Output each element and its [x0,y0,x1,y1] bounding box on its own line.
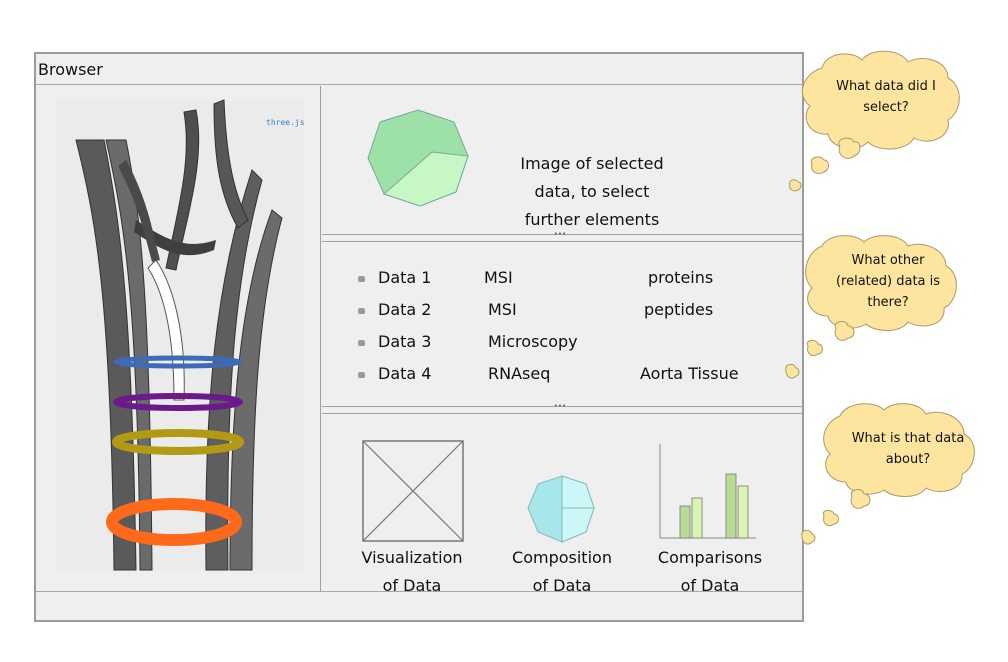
data-list-panel: Data 1 MSI proteins Data 2 MSI peptides … [322,242,802,404]
thought-bubble-1-line-1: What data did I [836,79,936,94]
thought-bubble-1: What data did I select? [820,76,952,118]
title-bar-divider [36,84,802,85]
data-name: Data 4 [378,364,432,383]
bullet-icon [358,276,365,282]
thought-bubble-graphic-1 [789,50,960,192]
list-item[interactable]: Data 3 Microscopy [358,332,798,356]
list-item[interactable]: Data 4 RNAseq Aorta Tissue [358,364,798,388]
horizontal-splitter-1[interactable]: ••• [322,230,804,242]
data-description: Aorta Tissue [640,364,739,383]
comparisons-caption-line-2: of Data [680,576,740,595]
aorta-3d-render[interactable]: three.js [56,99,305,571]
comparison-bars-icon[interactable] [658,444,758,540]
thought-bubble-3: What is that data about? [832,428,984,470]
data-name: Data 2 [378,300,432,319]
selection-panel: Image of selected data, to select furthe… [322,86,802,236]
thought-bubble-3-line-2: about? [885,452,931,467]
selection-description-line-2: data, to select [534,182,650,201]
threejs-label: three.js [266,118,305,127]
selection-pie-chart[interactable] [366,106,476,207]
data-name: Data 3 [378,332,432,351]
data-type: MSI [488,300,517,319]
visualization-placeholder-icon[interactable] [362,440,464,542]
thought-bubble-2-line-1: What other [851,253,925,268]
data-name: Data 1 [378,268,432,287]
views-panel: Visualization of Data Composition of Dat… [322,414,802,595]
visualization-caption: Visualization of Data [342,544,482,600]
browser-window: Browser three.js [34,52,804,622]
thought-bubble-graphic-2 [785,235,957,379]
data-type: Microscopy [488,332,578,351]
vertical-splitter[interactable] [320,86,321,592]
data-type: RNAseq [488,364,551,383]
data-description: peptides [644,300,714,319]
thought-bubble-1-line-2: select? [863,100,909,115]
splitter-grip-icon[interactable]: ••• [553,402,567,410]
comparisons-caption: Comparisons of Data [640,544,780,600]
splitter-grip-icon[interactable]: ••• [553,230,567,238]
visualization-caption-line-2: of Data [382,576,442,595]
selection-description: Image of selected data, to select furthe… [492,150,692,234]
composition-caption-line-1: Composition [512,548,612,567]
data-type: MSI [484,268,513,287]
composition-chart-icon[interactable] [526,474,596,544]
horizontal-splitter-2[interactable]: ••• [322,402,804,414]
composition-caption: Composition of Data [492,544,632,600]
thought-bubble-3-line-1: What is that data [851,431,965,446]
viewer-pane: three.js [38,88,318,582]
list-item[interactable]: Data 2 MSI peptides [358,300,798,324]
selection-description-line-1: Image of selected [520,154,664,173]
thought-bubble-2: What other (related) data is there? [818,250,958,313]
bullet-icon [358,308,365,314]
bullet-icon [358,372,365,378]
data-description: proteins [648,268,714,287]
thought-bubble-2-line-2: (related) data is [835,274,941,289]
thought-bubble-2-line-3: there? [867,295,909,310]
aorta-model-graphic [75,99,283,571]
status-bar-divider [36,591,802,592]
bullet-icon [358,340,365,346]
window-title: Browser [38,60,103,79]
visualization-caption-line-1: Visualization [361,548,463,567]
comparisons-caption-line-1: Comparisons [657,548,763,567]
selection-description-line-3: further elements [524,210,660,229]
list-item[interactable]: Data 1 MSI proteins [358,268,798,292]
composition-caption-line-2: of Data [532,576,592,595]
thought-bubble-graphic-3 [801,403,975,545]
